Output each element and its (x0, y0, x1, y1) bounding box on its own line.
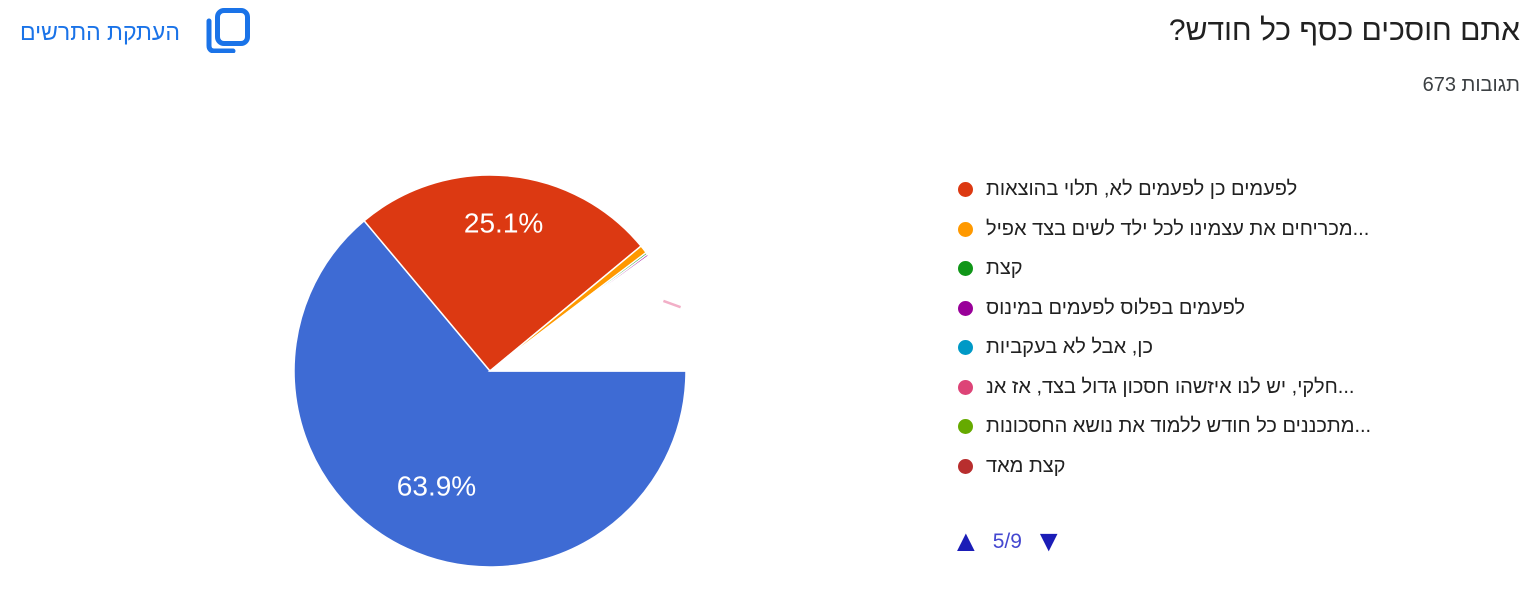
question-header: אתם חוסכים כסף כל חודש? 673 תגובות (1169, 12, 1520, 97)
legend-item: חלקי, יש לנו איזשהו חסכון גדול בצד, אז א… (958, 368, 1371, 408)
legend-item-label: קצת מאד (986, 454, 1066, 477)
legend-color-dot (958, 458, 973, 474)
legend-item: לפעמים כן לפעמים לא, תלוי בהוצאות (958, 170, 1371, 210)
question-title: אתם חוסכים כסף כל חודש? (1168, 14, 1520, 47)
pie-slice-percentage-label: 63.9% (397, 470, 476, 501)
legend-color-dot (958, 419, 973, 435)
legend-color-dot (958, 340, 973, 356)
legend-item: מתכננים כל חודש ללמוד את נושא החסכונות..… (958, 407, 1371, 447)
thin-slice-rim-fragment (662, 299, 682, 309)
responses-count: 673 תגובות (1422, 74, 1520, 96)
legend-item-label: קצת (986, 257, 1023, 280)
legend-color-dot (958, 300, 973, 316)
legend-item: מכריחים את עצמינו לכל ילד לשים בצד אפיל.… (958, 210, 1371, 250)
legend-item: כן, אבל לא בעקביות (958, 328, 1371, 368)
legend-item: לפעמים בפלוס לפעמים במינוס (958, 289, 1371, 329)
copy-chart-button[interactable]: העתקת התרשים (20, 8, 250, 58)
pie-slice-0 (293, 219, 687, 568)
legend-page-indicator: 5/9 (992, 530, 1022, 553)
legend-item-label: לפעמים בפלוס לפעמים במינוס (986, 296, 1245, 319)
legend-item-label: מתכננים כל חודש ללמוד את נושא החסכונות..… (986, 415, 1372, 438)
legend-color-dot (958, 182, 973, 198)
pie-slice-1 (363, 174, 643, 373)
chart-legend: לפעמים כן לפעמים לא, תלוי בהוצאות מכריחים… (958, 170, 1371, 486)
pie-chart: 63.9% 25.1% (292, 173, 688, 569)
copy-chart-label: העתקת התרשים (20, 19, 180, 46)
legend-color-dot (958, 261, 973, 277)
pie-slice-5 (487, 254, 687, 372)
copy-icon (202, 8, 250, 58)
legend-item: קצת מאד (958, 447, 1371, 487)
legend-item-label: כן, אבל לא בעקביות (986, 336, 1153, 359)
pie-slice-percentage-label: 25.1% (464, 208, 543, 239)
legend-prev-page-arrow[interactable]: ▲ (951, 525, 981, 558)
legend-color-dot (958, 379, 973, 395)
legend-item: קצת (958, 249, 1371, 289)
legend-item-label: לפעמים כן לפעמים לא, תלוי בהוצאות (986, 178, 1298, 201)
legend-pagination: ▲ 5/9 ▼ (951, 522, 1064, 562)
legend-next-page-arrow[interactable]: ▼ (1033, 525, 1064, 558)
legend-color-dot (958, 221, 973, 237)
legend-item-label: מכריחים את עצמינו לכל ילד לשים בצד אפיל.… (986, 217, 1370, 240)
legend-item-label: חלקי, יש לנו איזשהו חסכון גדול בצד, אז א… (986, 375, 1355, 398)
